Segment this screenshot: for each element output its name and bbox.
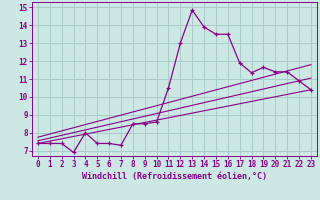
X-axis label: Windchill (Refroidissement éolien,°C): Windchill (Refroidissement éolien,°C)	[82, 172, 267, 181]
